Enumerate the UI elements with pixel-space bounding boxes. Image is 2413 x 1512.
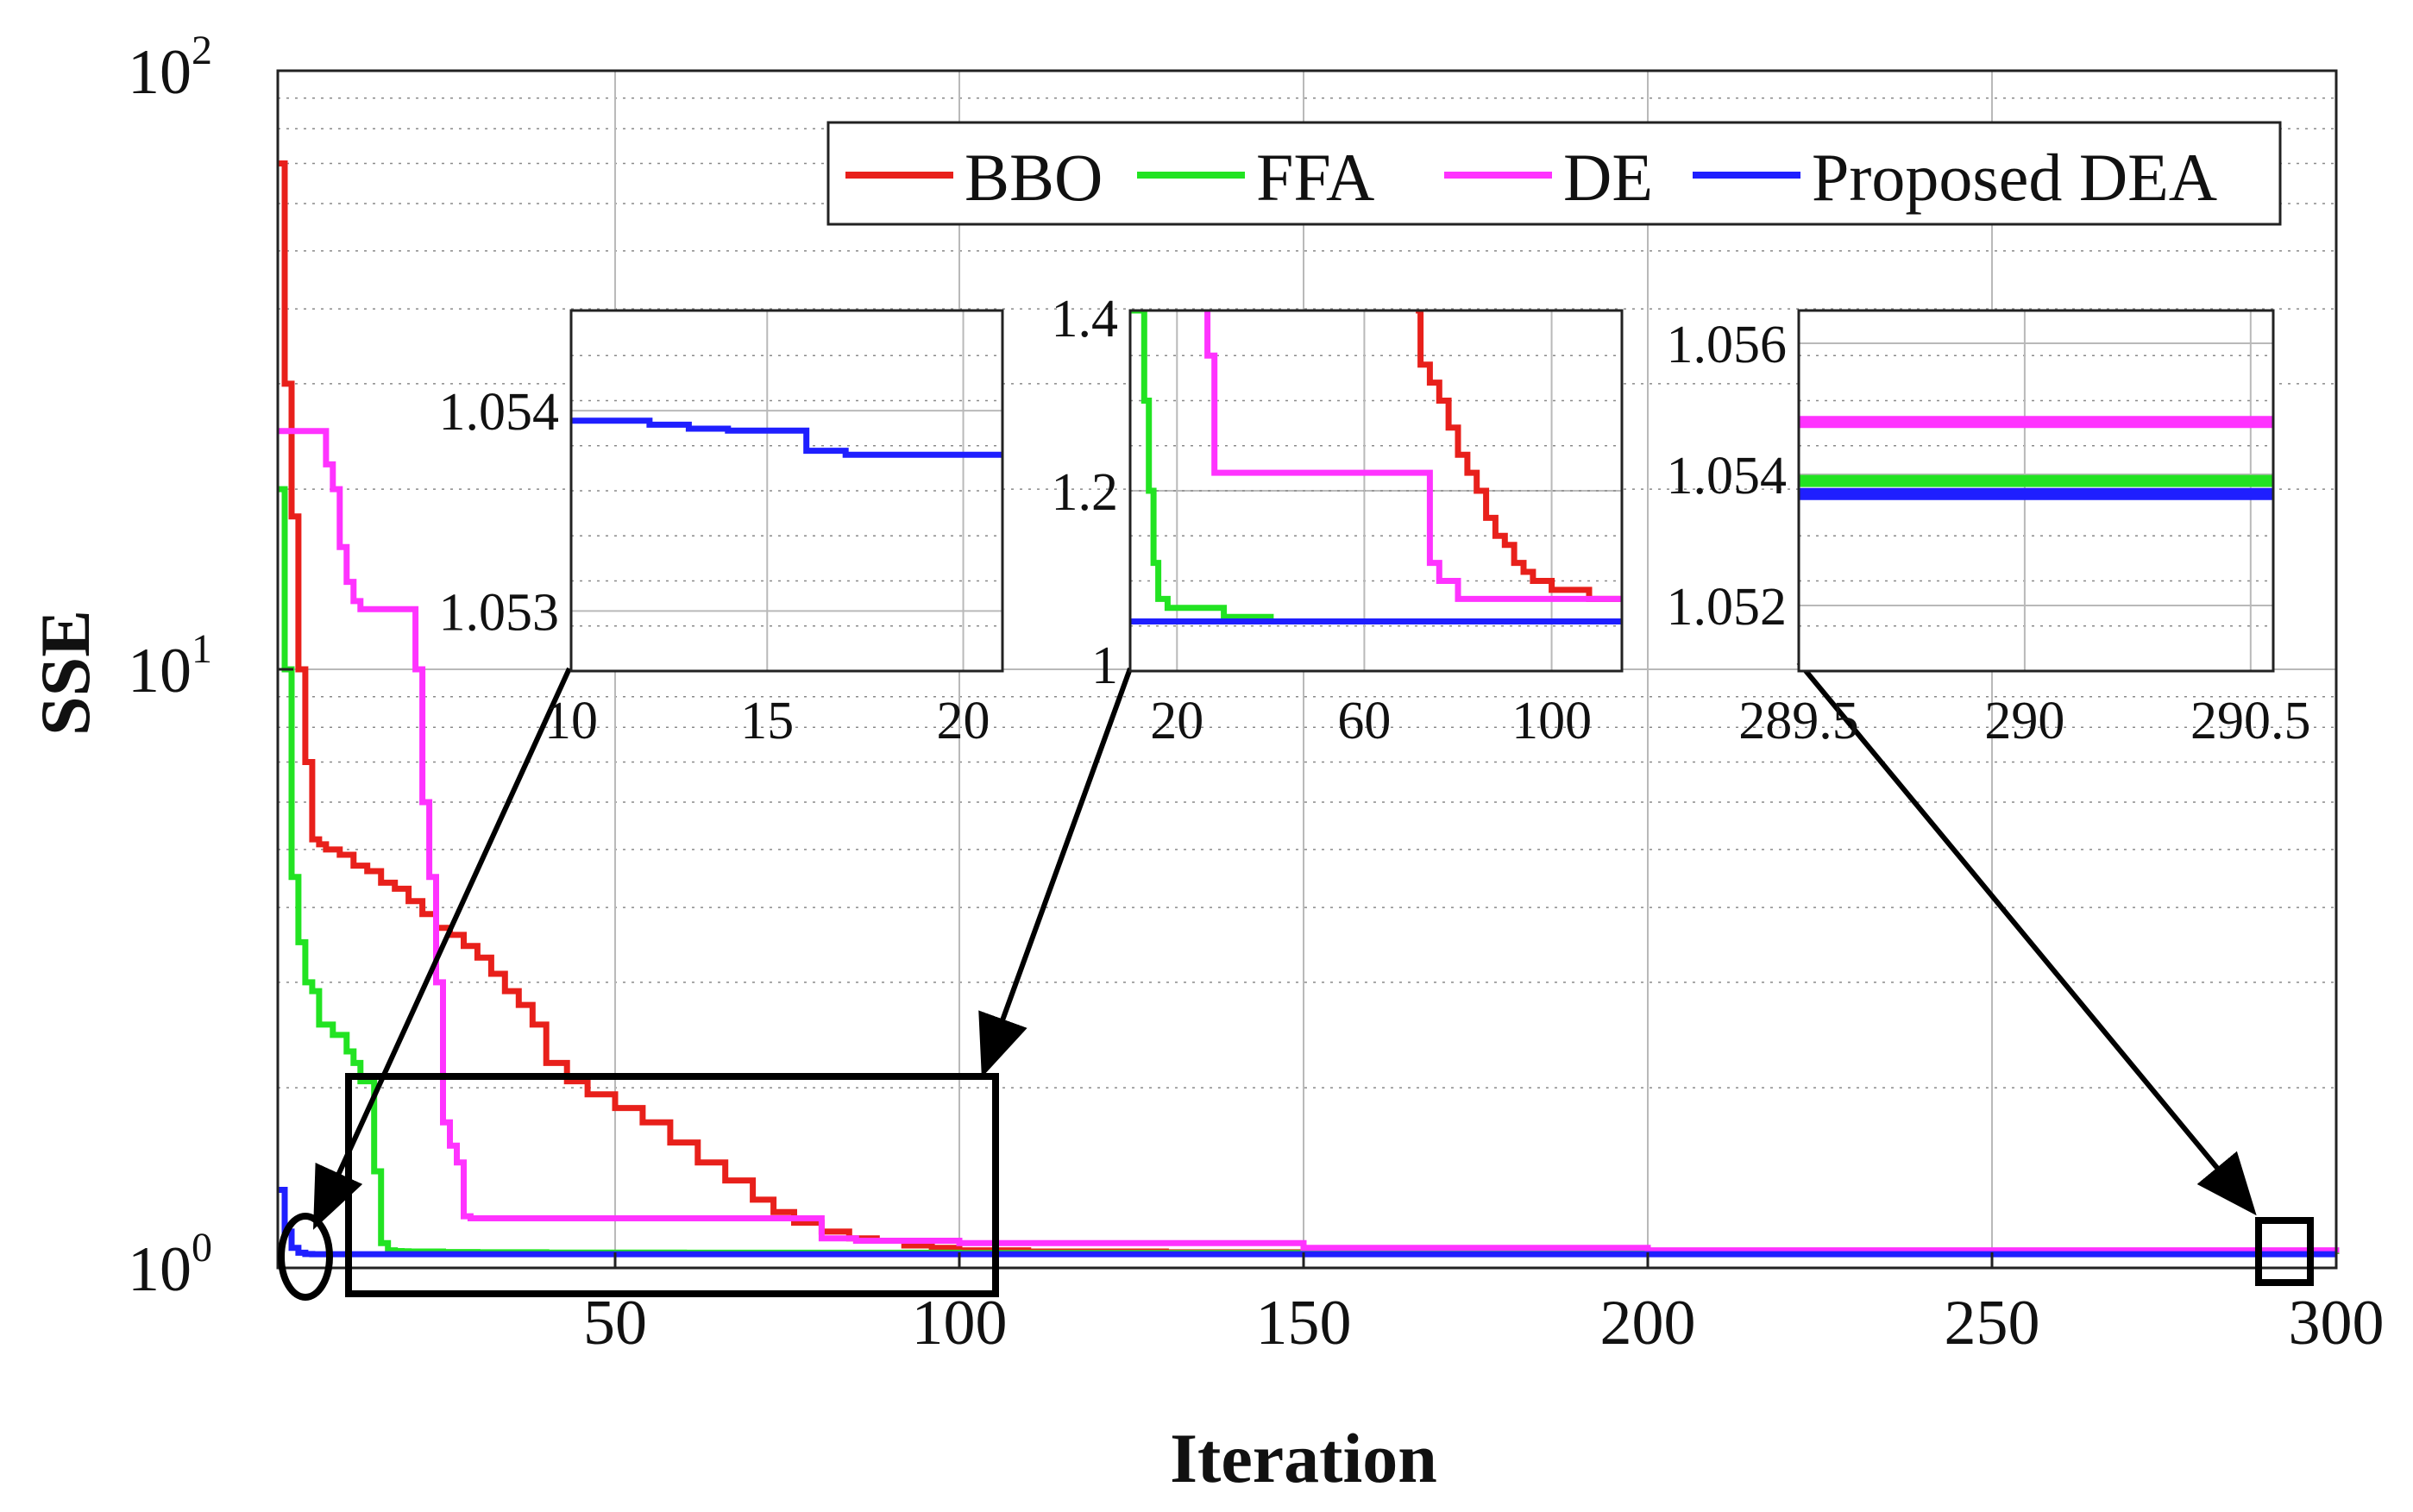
x-tick-label: 100 [912, 1288, 1008, 1358]
x-tick-label: 150 [1256, 1288, 1352, 1358]
inset-y-tick-label: 1.2 [1052, 463, 1119, 522]
inset-line-bbo [1416, 311, 1622, 602]
series-line-bbo [278, 160, 2340, 1258]
x-tick-label: 50 [583, 1288, 647, 1358]
inset-y-tick-label: 1.4 [1052, 290, 1119, 348]
y-axis-label: SSE [26, 610, 104, 736]
inset-x-tick-label: 290.5 [2190, 692, 2311, 750]
inset-x-tick-label: 15 [740, 692, 794, 750]
inset-series-group [571, 417, 1002, 458]
inset-plot-3: 289.5 290 290.5 1.052 1.054 1.056 [1667, 309, 2311, 750]
series-line-de [278, 428, 2340, 1254]
inset-y-tick-label: 1.052 [1667, 578, 1788, 637]
legend-label-bbo: BBO [965, 140, 1103, 215]
inset-x-tick-label: 289.5 [1738, 692, 1859, 750]
y-tick-label: 102 [128, 28, 212, 108]
inset-plot-2: 20 60 100 1 1.2 1.4 [1052, 290, 1624, 750]
x-tick-label: 250 [1945, 1288, 2040, 1358]
y-tick-label: 100 [128, 1225, 212, 1305]
legend-label-de: DE [1563, 140, 1653, 215]
inset-x-tick-label: 290 [1984, 692, 2064, 750]
inset-line-de [1204, 311, 1622, 602]
x-tick-label: 300 [2289, 1288, 2385, 1358]
zoom-marker-ellipse [278, 1213, 333, 1301]
inset-frame [569, 309, 1004, 673]
inset-y-tick-label: 1.053 [439, 583, 560, 642]
inset-y-tick-label: 1.054 [1667, 447, 1788, 505]
inset-plot-1: 10 15 20 1.053 1.054 [439, 309, 1004, 750]
main-plot-lines [278, 160, 2340, 1258]
zoom-arrow-3 [1796, 661, 2257, 1216]
inset-x-tick-label: 60 [1337, 692, 1391, 750]
inset-x-tick-label: 20 [1150, 692, 1203, 750]
legend-label-ffa: FFA [1256, 140, 1374, 215]
inset-frame [1797, 309, 2275, 673]
zoom-arrow-2 [978, 667, 1133, 1078]
inset-y-tick-label: 1 [1091, 637, 1118, 695]
series-line-proposed-dea [278, 1187, 2336, 1258]
inset-frame [1128, 309, 1624, 673]
inset-y-tick-label: 1.056 [1667, 316, 1788, 374]
inset-x-tick-label: 20 [937, 692, 990, 750]
x-axis-label: Iteration [1170, 1419, 1437, 1497]
inset-series-group [1130, 311, 1622, 624]
zoom-marker-rect-end [2255, 1217, 2314, 1286]
inset-y-tick-label: 1.054 [439, 383, 560, 442]
inset-x-tick-label: 100 [1511, 692, 1592, 750]
legend: BBO FFA DE Proposed DEA [826, 121, 2282, 226]
inset-line-dea [571, 417, 1002, 458]
y-tick-label: 101 [128, 626, 212, 706]
inset-x-tick-label: 10 [544, 692, 598, 750]
legend-label-dea: Proposed DEA [1812, 140, 2217, 215]
inset-series-group [1799, 416, 2273, 500]
zoom-arrow-1 [313, 667, 572, 1230]
legend-box [826, 121, 2282, 226]
x-tick-label: 200 [1600, 1288, 1696, 1358]
